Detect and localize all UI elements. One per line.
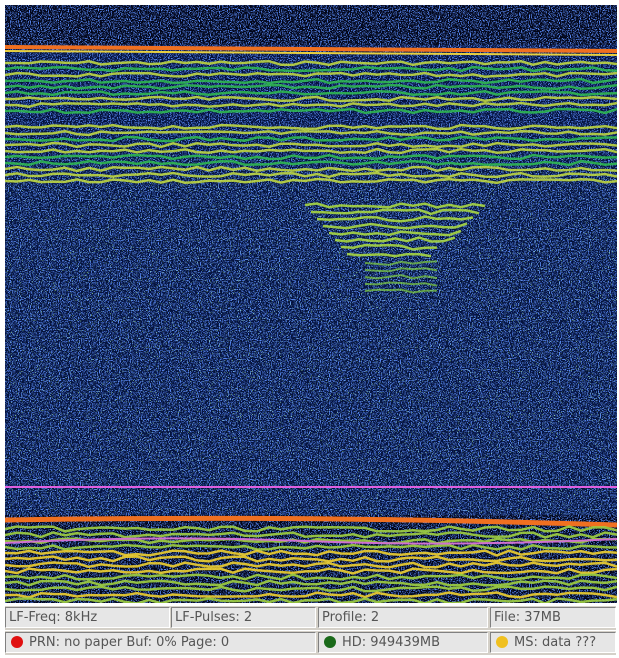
status-cell: LF-Pulses: 2: [171, 607, 316, 628]
status-text: LF-Pulses: 2: [175, 610, 252, 625]
status-cell: Profile: 2: [318, 607, 488, 628]
indicator: [11, 636, 23, 648]
screen: LF-Freq: 8kHz LF-Pulses: 2 Profile: 2 Fi…: [0, 0, 619, 658]
status-text: MS: data ???: [514, 635, 596, 650]
noise-green: [5, 155, 617, 515]
status-row: PRN: no paper Buf: 0% Page: 0 HD: 949439…: [5, 631, 616, 655]
status-cell: MS: data ???: [490, 632, 616, 653]
status-cell: HD: 949439MB: [318, 632, 488, 653]
indicator: [496, 636, 508, 648]
sonar-display: [5, 5, 617, 603]
status-text: HD: 949439MB: [342, 635, 440, 650]
status-text: PRN: no paper Buf: 0% Page: 0: [29, 635, 229, 650]
status-cell: LF-Freq: 8kHz: [5, 607, 170, 628]
indicator: [324, 636, 336, 648]
status-cell: File: 37MB: [490, 607, 616, 628]
status-cell: PRN: no paper Buf: 0% Page: 0: [5, 632, 316, 653]
status-text: Profile: 2: [322, 610, 379, 625]
status-row: LF-Freq: 8kHz LF-Pulses: 2 Profile: 2 Fi…: [5, 606, 616, 630]
status-text: File: 37MB: [494, 610, 561, 625]
status-text: LF-Freq: 8kHz: [9, 610, 97, 625]
